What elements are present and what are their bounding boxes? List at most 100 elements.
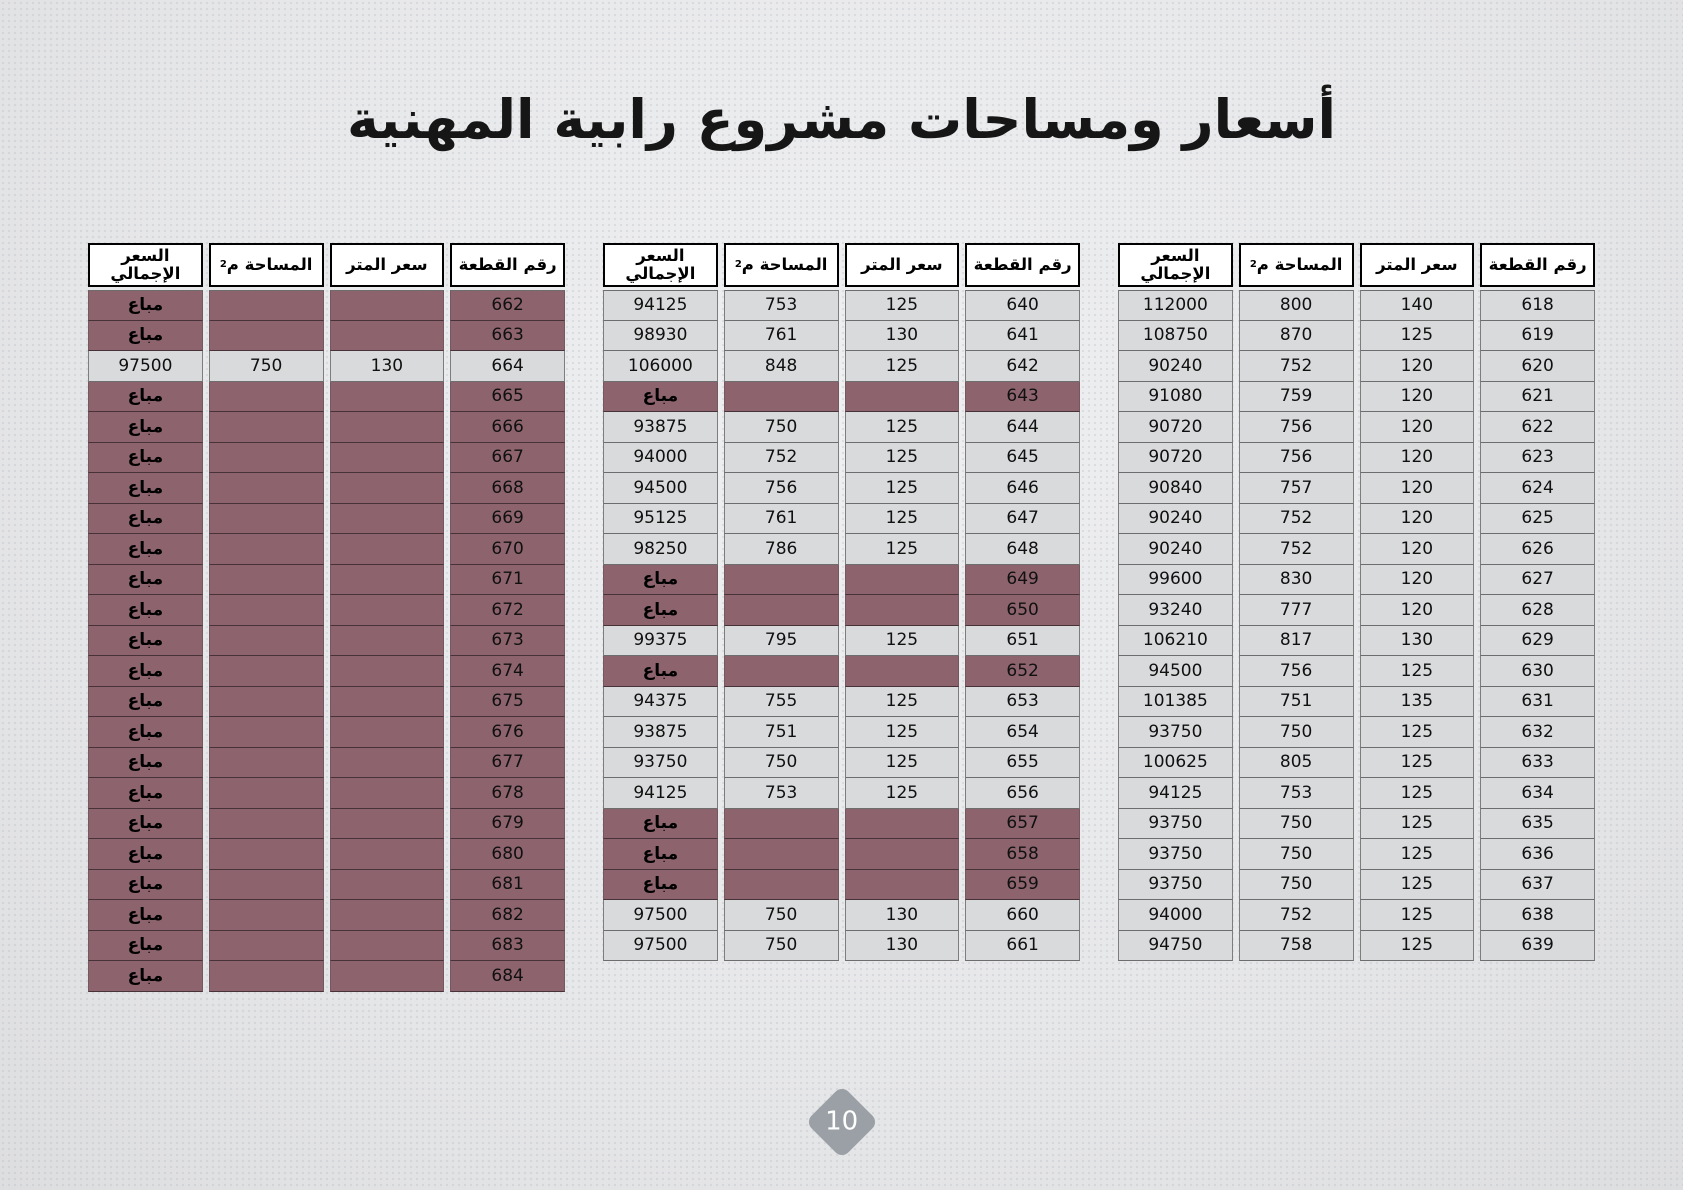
- cell-meter-price: [329, 717, 445, 748]
- cell-area: 830: [1238, 564, 1354, 595]
- cell-area: 750: [723, 412, 839, 443]
- cell-meter-price: 120: [1359, 564, 1475, 595]
- cell-plot: 648: [965, 534, 1080, 565]
- cell-area: [208, 534, 324, 565]
- cell-total: 90720: [1118, 412, 1233, 443]
- table-plots-640-661: رقم القطعة سعر المتر المساحة م 2 السعر الإجم…: [603, 243, 1080, 992]
- cell-plot: 667: [450, 442, 565, 473]
- cell-area: [208, 473, 324, 504]
- cell-plot: 670: [450, 534, 565, 565]
- cell-total: 90720: [1118, 442, 1233, 473]
- cell-total: 93750: [1118, 839, 1233, 870]
- cell-sold-status: مباع: [88, 869, 203, 900]
- cell-area: [723, 381, 839, 412]
- cell-area: 750: [1238, 808, 1354, 839]
- cell-plot: 664: [450, 351, 565, 382]
- cell-plot: 681: [450, 869, 565, 900]
- page-title: أسعار ومساحات مشروع رابية المهنية: [347, 88, 1337, 151]
- cell-total: 93750: [603, 747, 718, 778]
- cell-plot: 649: [965, 564, 1080, 595]
- cell-plot: 671: [450, 564, 565, 595]
- cell-sold-status: مباع: [88, 442, 203, 473]
- cell-meter-price: 125: [1359, 869, 1475, 900]
- cell-plot: 634: [1480, 778, 1595, 809]
- cell-total: 95125: [603, 503, 718, 534]
- cell-meter-price: [329, 442, 445, 473]
- cell-meter-price: [844, 839, 960, 870]
- cell-total: 94000: [603, 442, 718, 473]
- cell-plot: 655: [965, 747, 1080, 778]
- cell-plot: 682: [450, 900, 565, 931]
- cell-sold-status: مباع: [88, 595, 203, 626]
- cell-plot: 621: [1480, 381, 1595, 412]
- column-header-total: السعر الإجمالي: [88, 243, 203, 287]
- cell-plot: 675: [450, 686, 565, 717]
- cell-area: 755: [723, 686, 839, 717]
- cell-total: 93875: [603, 412, 718, 443]
- column-header-plot: رقم القطعة: [450, 243, 565, 287]
- cell-plot: 666: [450, 412, 565, 443]
- cell-meter-price: 125: [1359, 808, 1475, 839]
- cell-plot: 665: [450, 381, 565, 412]
- cell-plot: 668: [450, 473, 565, 504]
- cell-area: 753: [723, 778, 839, 809]
- cell-total: 100625: [1118, 747, 1233, 778]
- cell-meter-price: [329, 930, 445, 961]
- cell-sold-status: مباع: [603, 839, 718, 870]
- cell-meter-price: [329, 686, 445, 717]
- cell-plot: 626: [1480, 534, 1595, 565]
- cell-sold-status: مباع: [88, 381, 203, 412]
- cell-total: 93240: [1118, 595, 1233, 626]
- cell-meter-price: [329, 473, 445, 504]
- cell-meter-price: 120: [1359, 412, 1475, 443]
- cell-plot: 633: [1480, 747, 1595, 778]
- cell-plot: 640: [965, 290, 1080, 321]
- cell-area: [208, 290, 324, 321]
- cell-plot: 631: [1480, 686, 1595, 717]
- cell-area: 752: [1238, 900, 1354, 931]
- cell-total: 90840: [1118, 473, 1233, 504]
- cell-area: 805: [1238, 747, 1354, 778]
- cell-sold-status: مباع: [88, 564, 203, 595]
- cell-plot: 650: [965, 595, 1080, 626]
- cell-total: 93750: [1118, 869, 1233, 900]
- cell-area: [208, 778, 324, 809]
- cell-meter-price: 125: [844, 534, 960, 565]
- cell-area: [723, 564, 839, 595]
- cell-plot: 639: [1480, 930, 1595, 961]
- cell-sold-status: مباع: [88, 778, 203, 809]
- cell-total: 98250: [603, 534, 718, 565]
- cell-meter-price: 120: [1359, 503, 1475, 534]
- cell-meter-price: 125: [844, 686, 960, 717]
- cell-plot: 638: [1480, 900, 1595, 931]
- cell-meter-price: 120: [1359, 442, 1475, 473]
- cell-area: 750: [723, 930, 839, 961]
- cell-area: 848: [723, 351, 839, 382]
- cell-plot: 684: [450, 961, 565, 992]
- cell-area: 756: [1238, 412, 1354, 443]
- cell-sold-status: مباع: [88, 534, 203, 565]
- cell-area: [208, 747, 324, 778]
- cell-plot: 658: [965, 839, 1080, 870]
- cell-total: 99600: [1118, 564, 1233, 595]
- cell-area: 752: [1238, 534, 1354, 565]
- cell-meter-price: 125: [844, 717, 960, 748]
- cell-plot: 625: [1480, 503, 1595, 534]
- cell-sold-status: مباع: [88, 656, 203, 687]
- cell-sold-status: مباع: [603, 595, 718, 626]
- cell-plot: 674: [450, 656, 565, 687]
- cell-area: 752: [723, 442, 839, 473]
- cell-plot: 656: [965, 778, 1080, 809]
- cell-sold-status: مباع: [88, 412, 203, 443]
- cell-sold-status: مباع: [88, 320, 203, 351]
- cell-plot: 653: [965, 686, 1080, 717]
- cell-area: 786: [723, 534, 839, 565]
- cell-plot: 659: [965, 869, 1080, 900]
- cell-area: 795: [723, 625, 839, 656]
- cell-meter-price: 125: [1359, 900, 1475, 931]
- cell-area: [723, 595, 839, 626]
- cell-total: 94750: [1118, 930, 1233, 961]
- cell-plot: 629: [1480, 625, 1595, 656]
- cell-meter-price: [329, 778, 445, 809]
